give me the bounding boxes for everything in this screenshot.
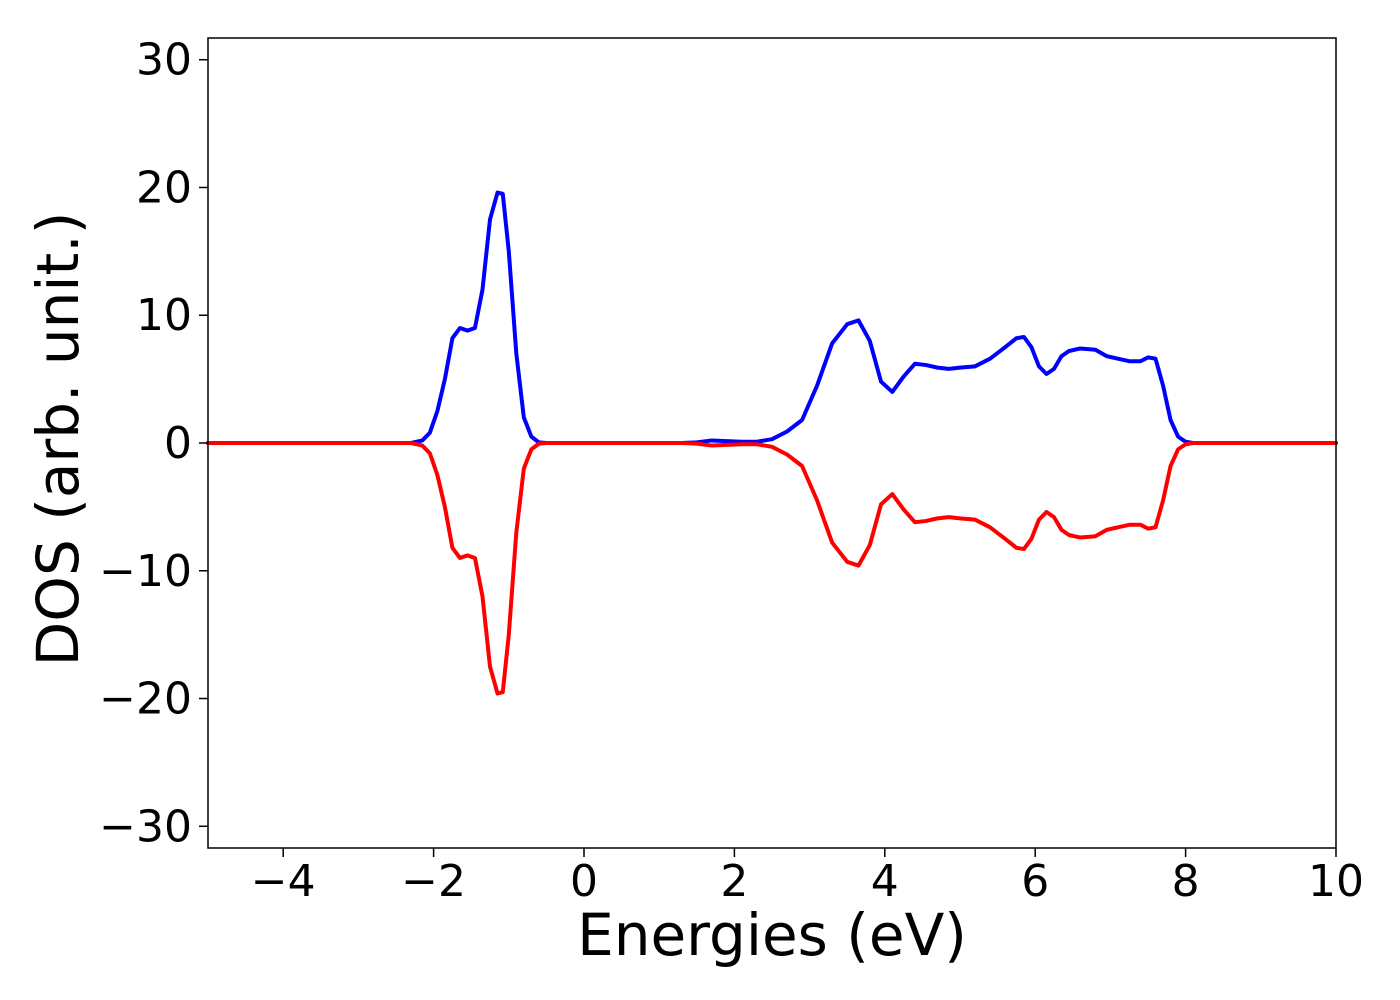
y-tick-label: −30	[99, 801, 192, 852]
series-layer	[206, 190, 1338, 696]
y-tick-label: −10	[99, 546, 192, 597]
y-tick-label: 0	[164, 418, 192, 469]
x-tick-label: 2	[720, 856, 748, 907]
x-tick-label: 10	[1308, 856, 1364, 907]
y-axis-label: DOS (arb. unit.)	[24, 212, 92, 667]
x-tick-label: −4	[251, 856, 316, 907]
x-tick-label: 6	[1021, 856, 1049, 907]
y-tick-label: 10	[136, 290, 192, 341]
x-axis-label: Energies (eV)	[577, 901, 967, 969]
y-axis: −30 −20 −10 0 10 20 30	[99, 35, 208, 852]
x-tick-label: 0	[570, 856, 598, 907]
x-tick-label: 4	[871, 856, 899, 907]
x-tick-label: −2	[401, 856, 466, 907]
x-axis: −4 −2 0 2 4 6 8 10	[251, 848, 1364, 907]
y-tick-label: 30	[136, 35, 192, 86]
series-line-1	[206, 441, 1338, 696]
series-line-0	[206, 190, 1338, 445]
x-tick-label: 8	[1172, 856, 1200, 907]
y-tick-label: −20	[99, 674, 192, 725]
y-tick-label: 20	[136, 162, 192, 213]
